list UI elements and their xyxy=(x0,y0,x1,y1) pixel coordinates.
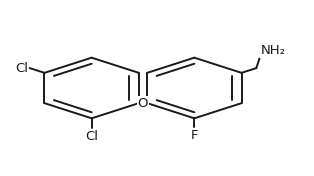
Text: F: F xyxy=(191,129,198,142)
Text: O: O xyxy=(138,97,148,110)
Text: Cl: Cl xyxy=(15,62,28,75)
Text: NH₂: NH₂ xyxy=(261,44,286,57)
Text: Cl: Cl xyxy=(85,130,98,143)
